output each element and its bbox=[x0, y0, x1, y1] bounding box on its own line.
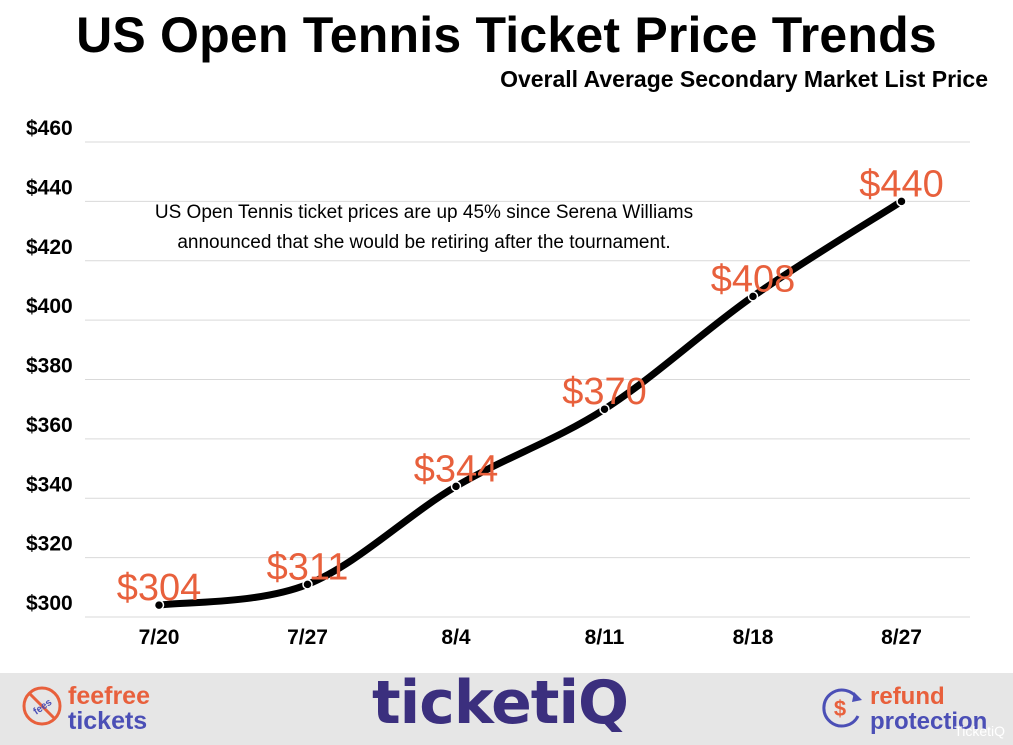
y-tick-label: $300 bbox=[26, 592, 73, 615]
data-label: $408 bbox=[711, 258, 796, 300]
x-tick-label: 7/20 bbox=[139, 626, 180, 649]
data-point bbox=[302, 579, 313, 590]
svg-text:$: $ bbox=[834, 696, 846, 721]
data-point bbox=[450, 481, 462, 492]
no-fees-icon: fees bbox=[22, 686, 62, 726]
y-tick-label: $360 bbox=[26, 414, 73, 437]
data-point bbox=[747, 291, 759, 302]
data-label: $440 bbox=[859, 163, 944, 205]
x-tick-label: 8/18 bbox=[733, 626, 774, 649]
data-point bbox=[896, 196, 907, 207]
refund-line2: protection bbox=[870, 708, 988, 735]
chart-annotation-line: announced that she would be retiring aft… bbox=[177, 232, 670, 253]
chart-title: US Open Tennis Ticket Price Trends bbox=[76, 7, 937, 63]
data-label: $304 bbox=[117, 567, 202, 609]
refund-protection-logo: refund protection bbox=[870, 684, 987, 734]
series-line bbox=[155, 197, 905, 609]
watermark: TicketiQ bbox=[954, 723, 1005, 739]
data-label: $344 bbox=[414, 448, 499, 490]
ticketiq-logo: ticketiQ bbox=[372, 668, 629, 738]
x-tick-label: 7/27 bbox=[287, 626, 328, 649]
y-tick-label: $420 bbox=[26, 236, 73, 259]
feefree-line2: tickets bbox=[68, 707, 148, 735]
x-tick-label: 8/11 bbox=[585, 626, 625, 649]
x-tick-label: 8/27 bbox=[881, 626, 922, 649]
chart-annotation-line: US Open Tennis ticket prices are up 45% … bbox=[155, 202, 693, 223]
refund-dollar-icon: $ bbox=[822, 688, 862, 728]
data-point bbox=[153, 599, 165, 611]
feefree-tickets-logo: feefree tickets bbox=[68, 684, 150, 734]
y-tick-label: $320 bbox=[26, 533, 73, 556]
line-chart: $300 $320 $340 $360 $380 $400 $420 $440 $460 7/20… bbox=[26, 117, 970, 649]
feefree-line1: feefree bbox=[68, 682, 150, 710]
y-tick-label: $400 bbox=[26, 295, 73, 318]
refund-line1: refund bbox=[870, 683, 945, 710]
y-tick-label: $340 bbox=[26, 473, 73, 496]
footer-bar bbox=[0, 673, 1013, 745]
chart-subtitle: Overall Average Secondary Market List Pr… bbox=[500, 66, 988, 92]
y-tick-label: $460 bbox=[26, 117, 73, 140]
y-tick-label: $440 bbox=[26, 176, 73, 199]
data-label: $311 bbox=[267, 546, 349, 588]
x-tick-label: 8/4 bbox=[441, 626, 471, 649]
y-tick-label: $380 bbox=[26, 355, 73, 378]
data-label: $370 bbox=[562, 371, 647, 413]
data-point bbox=[599, 403, 610, 415]
